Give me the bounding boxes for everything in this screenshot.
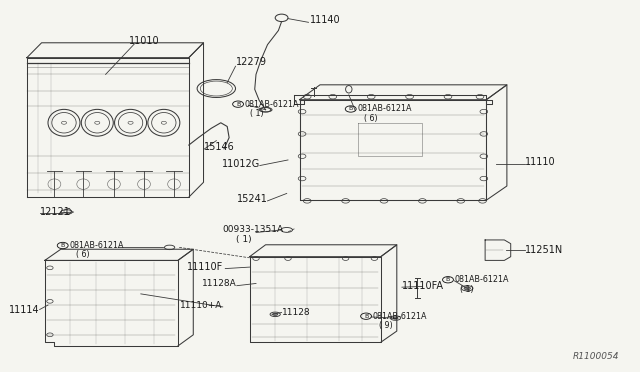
Text: 11110+A: 11110+A xyxy=(180,301,223,310)
Text: B: B xyxy=(236,102,240,107)
Text: ( 1): ( 1) xyxy=(250,109,263,118)
Text: 15146: 15146 xyxy=(204,142,234,152)
Text: 11110: 11110 xyxy=(525,157,556,167)
Text: 00933-1351A: 00933-1351A xyxy=(223,225,284,234)
Text: ( 1): ( 1) xyxy=(460,285,473,294)
Text: 12279: 12279 xyxy=(236,58,266,67)
Text: ( 6): ( 6) xyxy=(364,114,377,123)
Ellipse shape xyxy=(273,313,278,315)
Text: 12121: 12121 xyxy=(40,207,70,217)
Text: 15241: 15241 xyxy=(237,194,268,204)
Ellipse shape xyxy=(393,317,398,319)
Text: B: B xyxy=(61,243,65,248)
Text: 081AB-6121A: 081AB-6121A xyxy=(245,100,300,109)
Text: 11114: 11114 xyxy=(9,305,40,314)
Text: 11128: 11128 xyxy=(282,308,310,317)
Text: 081AB-6121A: 081AB-6121A xyxy=(70,241,124,250)
Text: ( 1): ( 1) xyxy=(236,235,251,244)
Text: 11140: 11140 xyxy=(310,16,340,25)
Text: ( 9): ( 9) xyxy=(379,321,392,330)
Text: R1100054: R1100054 xyxy=(573,352,620,361)
Text: 11110F: 11110F xyxy=(186,262,223,272)
Text: 11251N: 11251N xyxy=(525,245,563,255)
Text: 081AB-6121A: 081AB-6121A xyxy=(372,312,428,321)
Text: 11010: 11010 xyxy=(129,36,159,46)
Text: 11128A: 11128A xyxy=(202,279,237,288)
Text: 11012G: 11012G xyxy=(221,159,260,169)
Text: 11110FA: 11110FA xyxy=(402,281,444,291)
Text: 081AB-6121A: 081AB-6121A xyxy=(357,105,412,113)
Ellipse shape xyxy=(464,287,470,290)
Text: 081AB-6121A: 081AB-6121A xyxy=(454,275,509,284)
Text: B: B xyxy=(364,314,368,319)
Text: B: B xyxy=(446,277,450,282)
Text: B: B xyxy=(349,106,353,112)
Text: ( 6): ( 6) xyxy=(76,250,89,259)
